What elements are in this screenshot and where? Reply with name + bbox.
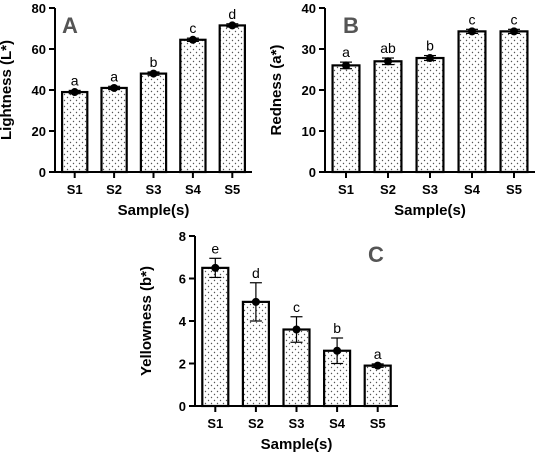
y-tick-label: 6 [179, 272, 186, 287]
mean-point [228, 21, 237, 30]
significance-label: d [228, 6, 236, 22]
x-tick-label: S3 [146, 182, 162, 197]
panel-letter: C [368, 242, 384, 267]
mean-point [510, 27, 518, 36]
y-tick-label: 20 [32, 124, 46, 139]
x-axis-title: Sample(s) [261, 436, 333, 453]
bar [100, 86, 128, 174]
significance-label: c [511, 11, 518, 27]
significance-label: b [426, 38, 434, 54]
y-axis-title: Lightness (L*) [0, 40, 15, 140]
mean-point [211, 263, 220, 272]
y-tick-label: 20 [302, 83, 316, 98]
mean-point [188, 35, 197, 44]
significance-label: b [150, 54, 158, 70]
mean-point [426, 54, 434, 63]
y-tick-label: 40 [302, 1, 316, 16]
x-axis-title: Sample(s) [118, 202, 190, 219]
mean-point [110, 83, 119, 92]
y-tick-label: 0 [309, 165, 316, 180]
bar [139, 72, 168, 174]
mean-point [384, 57, 392, 66]
y-tick-label: 40 [32, 83, 46, 98]
y-tick-label: 60 [32, 42, 46, 57]
panel-letter: A [62, 13, 78, 38]
significance-label: e [211, 240, 219, 256]
bar [331, 64, 361, 174]
x-tick-label: S1 [338, 182, 354, 197]
x-tick-label: S2 [106, 182, 122, 197]
x-tick-label: S5 [506, 182, 522, 197]
x-tick-label: S5 [370, 416, 386, 431]
significance-label: a [110, 68, 118, 84]
significance-label: c [469, 11, 476, 27]
y-axis-title: Redness (a*) [268, 45, 285, 136]
significance-label: a [374, 346, 382, 362]
chart-panel-a: 0 20 40 60 80 S1 a S2 a S3 b S4 c S5 d Lightness (L*) Sa… [0, 1, 252, 219]
x-tick-label: S5 [224, 182, 240, 197]
significance-label: a [342, 44, 350, 60]
x-tick-label: S1 [67, 182, 83, 197]
bar [499, 30, 529, 174]
mean-point [70, 88, 79, 97]
bar [373, 60, 403, 174]
chart-panel-b: 0 10 20 30 40 S1 a S2 ab S3 b S4 c S5 c Redness (a*) Sam… [268, 1, 535, 219]
significance-label: ab [380, 40, 396, 56]
significance-label: b [333, 320, 341, 336]
y-tick-label: 8 [179, 229, 186, 244]
x-tick-label: S4 [464, 182, 481, 197]
y-tick-label: 4 [179, 314, 187, 329]
x-tick-label: S4 [329, 416, 346, 431]
mean-point [342, 61, 350, 70]
bar [179, 38, 207, 174]
mean-point [373, 361, 382, 370]
y-tick-label: 80 [32, 1, 46, 16]
x-tick-label: S3 [289, 416, 305, 431]
significance-label: a [71, 72, 79, 88]
mean-point [251, 297, 260, 306]
y-axis-title: Yellowness (b*) [138, 266, 155, 376]
panel-letter: B [343, 13, 359, 38]
significance-label: d [252, 265, 260, 281]
significance-label: c [189, 20, 196, 36]
x-axis-title: Sample(s) [394, 202, 466, 219]
significance-label: c [293, 299, 300, 315]
y-tick-label: 0 [179, 399, 186, 414]
x-tick-label: S1 [207, 416, 223, 431]
bar [457, 30, 487, 174]
y-tick-label: 10 [302, 124, 316, 139]
x-tick-label: S3 [422, 182, 438, 197]
x-tick-label: S2 [380, 182, 396, 197]
bar [415, 56, 445, 174]
bar [218, 24, 247, 174]
mean-point [149, 69, 158, 78]
y-tick-label: 2 [179, 357, 186, 372]
bar [201, 266, 230, 408]
bar [363, 364, 392, 408]
y-tick-label: 30 [302, 42, 316, 57]
mean-point [333, 346, 342, 355]
chart-panel-c: 0 2 4 6 8 S1 e S2 d S3 c S4 b S5 a Yellowness (b*) Sampl… [138, 229, 398, 453]
mean-point [468, 27, 476, 36]
x-tick-label: S2 [248, 416, 264, 431]
x-tick-label: S4 [185, 182, 202, 197]
y-tick-label: 0 [39, 165, 46, 180]
bar [60, 90, 89, 174]
mean-point [292, 325, 301, 334]
